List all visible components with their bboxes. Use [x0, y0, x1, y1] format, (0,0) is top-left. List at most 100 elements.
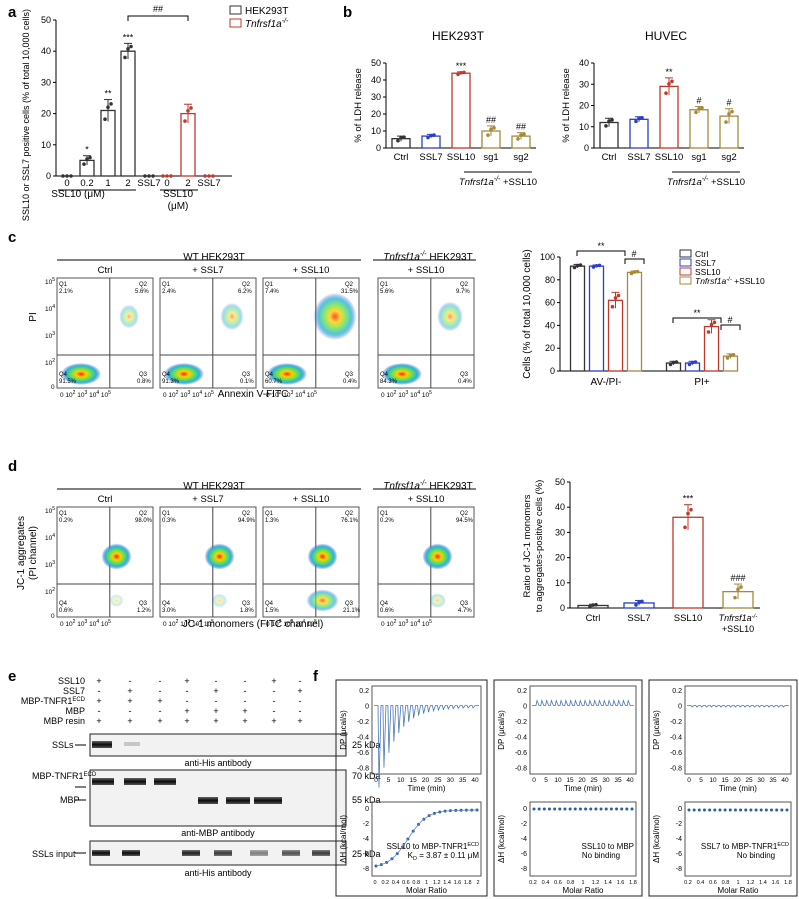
c-q4-label-2: Q4: [265, 372, 274, 378]
f-isotherm-point-2-4: [708, 808, 712, 812]
d-q4-label-3: Q4: [380, 601, 389, 607]
b2-bar-3: [689, 109, 709, 149]
d-bars-x-tick-label-3b: +SSL10: [722, 624, 754, 634]
c-blob-upper-1: [220, 302, 244, 331]
d-q1-value-3: 0.2%: [380, 518, 394, 524]
c-x-ticks-1: 0 102 103 104 105: [163, 390, 214, 399]
c-q4-value-0: 91.5%: [59, 379, 77, 385]
f-ratio-tick-2-5: 1.2: [747, 880, 755, 886]
e-blot3-kda: 25 kDa: [352, 849, 381, 859]
b1-group-label: Tnfrsf1a-/- +SSL10: [459, 176, 537, 188]
a-legend-swatch-hek: [229, 5, 242, 15]
b2-bar-1-point-2: [640, 115, 644, 120]
f-isotherm-point-2-0: [687, 808, 691, 812]
c-bars-y-tick-label: 100: [540, 252, 555, 262]
d-plot-title-0: Ctrl: [98, 494, 113, 505]
a-y-tick-label: 50: [41, 15, 51, 25]
f-thermogram-1: [532, 699, 634, 706]
f-time-tick-2-8: 40: [781, 777, 789, 784]
f-time-tick-0-7: 35: [459, 777, 467, 784]
b1-bar-1-point-2: [432, 133, 436, 137]
panel-c-bar-chart: Cells (% of total 10,000 cells) 0 20 40 60 80…: [522, 241, 765, 388]
d-q3-value-2: 21.1%: [343, 608, 361, 614]
d-q1-value-0: 0.2%: [59, 518, 73, 524]
f-dp-tick-1-5: -0.8: [515, 766, 527, 773]
b2-x-tick-label-1: SSL7: [627, 152, 650, 163]
f-time-tick-1-6: 30: [602, 777, 610, 784]
d-q2-label-1: Q2: [242, 511, 251, 517]
f-dp-tick-0-5: -0.8: [357, 766, 369, 773]
d-bars-bar-1-point-1: [637, 600, 641, 605]
f-time-tick-1-8: 40: [626, 777, 634, 784]
f-ratio-tick-2-3: 0.8: [722, 880, 730, 886]
e-sign-0-5: -: [244, 676, 247, 686]
f-ratio-tick-1-6: 1.4: [604, 880, 612, 886]
f-dp-tick-2-1: 0: [678, 704, 682, 711]
f-isotherm-point-1-8: [573, 807, 577, 811]
e-blot3-band-5: [282, 850, 300, 856]
f-time-tick-0-3: 15: [410, 777, 418, 784]
f-isotherm-point-2-7: [723, 808, 727, 812]
a-bar-0-point-2: [69, 174, 73, 178]
d-bars-y-tick-label: 10: [555, 578, 565, 588]
f-isotherm-point-1-7: [568, 807, 572, 811]
c-bars-bar-1-0-point-0: [668, 362, 673, 367]
c-bars-bar-1-1-point-1: [690, 360, 695, 365]
d-xaxis-label: JC-1 monomers (FITC channel): [183, 619, 324, 630]
f-top-frame-2: [684, 685, 792, 775]
c-q3-label-2: Q3: [345, 372, 354, 378]
a-bar-5-point-1: [165, 174, 169, 178]
e-sign-0-3: +: [184, 676, 189, 686]
c-q4-value-3: 84.3%: [380, 379, 398, 385]
a-bar-5-point-2: [169, 174, 173, 178]
e-blot2-antibody: anti-MBP antibody: [181, 828, 255, 838]
e-row-label-0: SSL10: [58, 676, 85, 686]
a-ylabel: SSL10 or SSL7 positive cells (% of total…: [21, 9, 31, 221]
c-q4-label-1: Q4: [162, 372, 171, 378]
d-x-ticks-0: 0 102 103 104 105: [60, 619, 111, 628]
e-blot2-left-label-1: MBP-TNFR1ECD: [32, 771, 97, 781]
c-bars-bar-1-0-point-2: [674, 360, 679, 364]
d-x-ticks-1: 0 102 103 104 105: [163, 619, 214, 628]
a-x-tick-label-1: 0.2: [80, 178, 93, 189]
f-ratio-tick-1-8: 1.8: [629, 880, 637, 886]
a-y-tick-label: 30: [41, 77, 51, 87]
d-q2-value-1: 94.9%: [238, 518, 256, 524]
f-isotherm-point-1-4: [553, 807, 557, 811]
c-q2-label-2: Q2: [345, 282, 354, 288]
a-bar-1-point-1: [85, 157, 89, 161]
b1-bar-4-point-2: [522, 132, 526, 136]
c-x-ticks-0: 0 102 103 104 105: [60, 390, 111, 399]
a-significance-2: **: [104, 89, 112, 99]
f-box-1: [493, 679, 643, 897]
f-bottom-ylabel-2: ΔH (kcal/mol): [652, 815, 661, 863]
f-dh-tick-1-4: -8: [521, 866, 527, 873]
c-bars-bar-0-2-point-1: [613, 296, 618, 300]
c-legend-swatch-0: [679, 249, 692, 258]
f-ratio-tick-0-10: 2: [476, 880, 479, 886]
b1-y-tick-label: 50: [371, 58, 381, 68]
b1-bar-3-point-0: [486, 133, 490, 137]
d-y-tick-2: 103: [45, 560, 55, 569]
f-time-tick-0-4: 20: [422, 777, 430, 784]
c-bars-y-tick-label: 60: [545, 298, 555, 308]
d-x-ticks-3: 0 102 103 104 105: [381, 619, 432, 628]
b1-y-tick-label: 30: [371, 92, 381, 102]
e-sign-2-6: -: [273, 696, 276, 706]
f-dh-tick-2-4: -8: [676, 866, 682, 873]
c-q2-label-3: Q2: [460, 282, 469, 288]
panel-letter-e: e: [8, 668, 16, 685]
f-isotherm-point-2-13: [754, 808, 758, 812]
c-bars-bar-1-3-point-1: [728, 353, 733, 358]
a-significance-1: *: [85, 145, 89, 155]
c-blob-upper-3: [437, 301, 463, 332]
d-q3-label-0: Q3: [139, 601, 148, 607]
c-bars-bar-0-3: [626, 271, 643, 372]
a-bar-3: [120, 50, 136, 177]
f-isotherm-point-1-11: [589, 807, 593, 811]
f-ratio-tick-2-8: 1.8: [784, 880, 792, 886]
f-isotherm-point-2-10: [739, 808, 743, 812]
f-isotherm-point-2-11: [744, 808, 748, 812]
a-bar-7-point-2: [211, 174, 215, 178]
f-dh-tick-1-1: -2: [521, 821, 527, 828]
